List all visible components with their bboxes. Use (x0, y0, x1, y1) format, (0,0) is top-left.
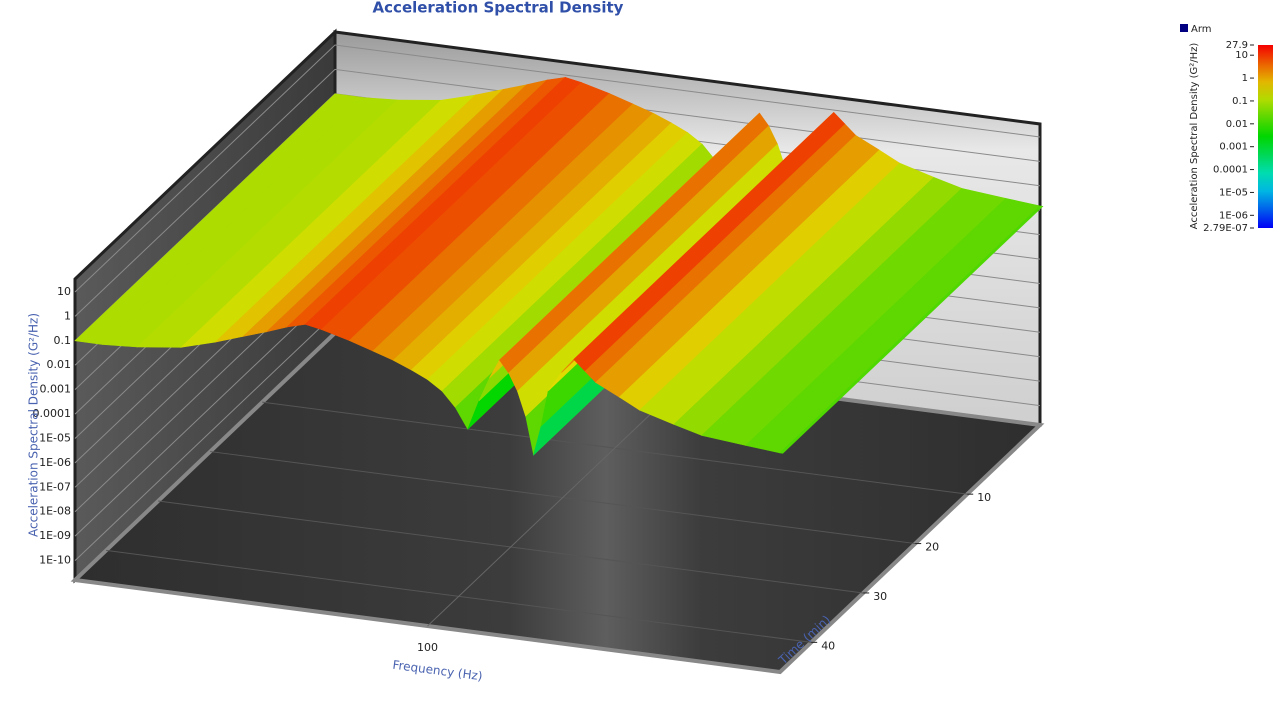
z-tick-label: 1E-06 (39, 456, 71, 469)
x-axis-title: Frequency (Hz) (392, 658, 484, 684)
colorbar-tick-label: 0.01 (1226, 119, 1248, 130)
grid-line (427, 378, 688, 627)
t-tick-label: 10 (977, 491, 991, 504)
colorbar-tick-label: 27.9 (1226, 40, 1248, 51)
colorbar-title: Acceleration Spectral Density (G²/Hz) (1189, 43, 1200, 230)
z-axis-title: Acceleration Spectral Density (G²/Hz) (27, 313, 41, 537)
chart-title: Acceleration Spectral Density (373, 0, 624, 17)
plot-3d: 10 1 0.1 0.01 0.001 0.0001 1E-05 1E-06 1E-07 1E-0… (27, 28, 1045, 684)
colorbar-tick-label: 0.1 (1232, 96, 1248, 107)
colorbar-tick-label: 10 (1235, 50, 1248, 61)
t-tick-label: 40 (821, 639, 835, 652)
z-tick-label: 0.1 (54, 334, 72, 347)
legend-label: Arm (1191, 24, 1212, 35)
colorbar-tick-label: 1 (1242, 73, 1248, 84)
colorbar-tick-label: 1E-05 (1219, 187, 1248, 198)
z-tick-label: 1 (64, 309, 71, 322)
surface-strip (779, 205, 1044, 454)
colorbar-tick-label: 2.79E-07 (1203, 223, 1248, 234)
t-tick-label: 20 (925, 541, 939, 554)
z-tick-label: 1E-08 (39, 505, 71, 518)
t-tick-label: 30 (873, 590, 887, 603)
z-tick-label: 0.001 (40, 383, 72, 396)
z-tick-label: 1E-10 (39, 554, 71, 567)
legend-swatch (1180, 24, 1188, 32)
z-tick-label: 0.0001 (33, 407, 72, 420)
x-tick-label: 100 (417, 641, 438, 654)
colorbar-tick-label: 1E-06 (1219, 210, 1248, 221)
z-tick-label: 1E-07 (39, 480, 71, 493)
z-tick-label: 10 (57, 285, 71, 298)
colorbar-tick-label: 0.0001 (1213, 165, 1248, 176)
colorbar-tick-label: 0.001 (1219, 142, 1248, 153)
z-tick-label: 1E-09 (39, 529, 71, 542)
colorbar (1258, 45, 1273, 228)
z-tick-label: 1E-05 (39, 431, 71, 444)
grid-line (74, 68, 1041, 317)
grid-line (74, 44, 1041, 293)
z-tick-label: 0.01 (47, 358, 72, 371)
